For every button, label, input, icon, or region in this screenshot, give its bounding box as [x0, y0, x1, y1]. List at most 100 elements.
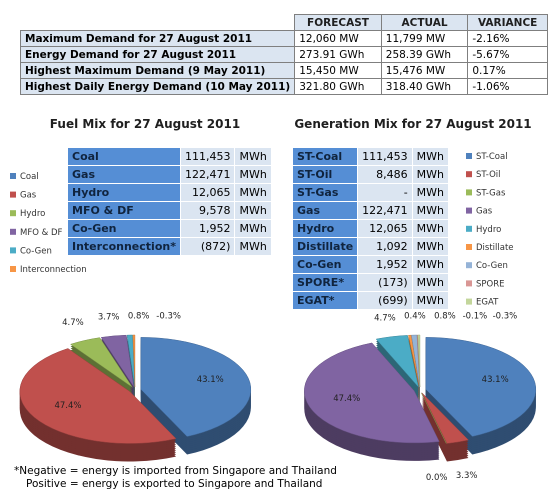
energy-value: 111,453 — [357, 147, 413, 166]
legend-swatch — [466, 244, 472, 250]
data-label: 3.7% — [98, 313, 120, 323]
slice — [19, 348, 177, 444]
legend-swatch — [10, 266, 16, 272]
table-cell: 273.91 GWh — [294, 46, 382, 63]
data-label: 43.1% — [482, 375, 509, 385]
unit: MWh — [234, 201, 272, 220]
table-cell: 258.39 GWh — [380, 46, 469, 63]
slice — [421, 392, 469, 444]
row-label: ST-Oil — [291, 165, 359, 184]
legend-swatch — [466, 225, 472, 232]
data-label: 0.8% — [128, 311, 150, 321]
unit: MWh — [411, 183, 450, 202]
table-row: Hydro 12,065 MWh — [291, 219, 450, 238]
legend-swatch — [10, 191, 16, 198]
slice — [100, 334, 135, 388]
energy-value: 12,065 — [179, 183, 236, 202]
row-label: Distillate — [291, 237, 359, 256]
table-cell: 12,060 MW — [294, 30, 382, 47]
row-label: Highest Daily Energy Demand (10 May 2011… — [19, 78, 296, 95]
legend-label: Hydro — [476, 225, 501, 235]
row-label: Co-Gen — [291, 255, 359, 274]
energy-value: 111,453 — [179, 147, 236, 166]
table-row: Highest Maximum Demand (9 May 2011) 15,45… — [19, 62, 548, 79]
slice — [304, 342, 440, 444]
legend-swatch — [10, 247, 16, 254]
unit: MWh — [411, 201, 450, 220]
table-row: Highest Daily Energy Demand (10 May 2011… — [19, 78, 548, 95]
slice — [417, 334, 421, 388]
table-row: Hydro 12,065 MWh — [67, 183, 272, 202]
legend-label: Interconnection — [20, 265, 87, 275]
energy-value: (872) — [179, 237, 236, 256]
row-label: Hydro — [67, 183, 181, 202]
row-label: Gas — [67, 165, 181, 184]
data-label: 47.4% — [54, 401, 81, 411]
table-cell: -1.06% — [467, 78, 548, 95]
legend-label: SPORE — [476, 279, 505, 289]
energy-value: 8,486 — [357, 165, 413, 184]
legend-label: Co-Gen — [476, 261, 508, 271]
column-header: VARIANCE — [467, 14, 548, 31]
table-cell: 321.80 GWh — [294, 78, 382, 95]
legend-swatch — [10, 210, 16, 217]
legend-swatch — [466, 298, 472, 305]
table-row: Maximum Demand for 27 August 2011 12,060 … — [19, 30, 548, 47]
row-label: SPORE* — [291, 273, 359, 292]
table-row: ST-Gas - MWh — [291, 183, 450, 202]
row-label: Co-Gen — [67, 219, 181, 238]
legend-label: Gas — [476, 207, 493, 217]
unit: MWh — [234, 183, 272, 202]
table-cell: 318.40 GWh — [380, 78, 469, 95]
unit: MWh — [411, 219, 450, 238]
slice — [132, 334, 136, 388]
unit: MWh — [411, 165, 450, 184]
data-label: 0.4% — [404, 312, 426, 322]
unit: MWh — [411, 255, 450, 274]
energy-value: (173) — [357, 273, 413, 292]
data-label: 43.1% — [197, 375, 224, 385]
unit: MWh — [234, 219, 272, 238]
table-row: Co-Gen 1,952 MWh — [67, 219, 272, 238]
data-label: -0.1% — [463, 311, 488, 321]
energy-value: 1,952 — [179, 219, 236, 238]
table-row: ST-Coal 111,453 MWh — [291, 147, 450, 166]
row-label: EGAT* — [291, 291, 359, 310]
data-label: -0.3% — [493, 311, 518, 321]
unit: MWh — [234, 147, 272, 166]
slice-side — [408, 337, 420, 390]
chart-title: Fuel Mix for 27 August 2011 — [50, 117, 240, 131]
table-cell: 15,450 MW — [294, 62, 382, 79]
data-label: 0.0% — [426, 473, 448, 483]
data-label: 3.3% — [456, 471, 478, 481]
row-label: Energy Demand for 27 August 2011 — [19, 46, 296, 63]
legend-label: Co-Gen — [20, 246, 52, 256]
table-row: ST-Oil 8,486 MWh — [291, 165, 450, 184]
table-row: Co-Gen 1,952 MWh — [291, 255, 450, 274]
table-row: Gas 122,471 MWh — [291, 201, 450, 220]
column-header: FORECAST — [294, 14, 382, 31]
row-label: Highest Maximum Demand (9 May 2011) — [19, 62, 296, 79]
legend-swatch — [466, 171, 472, 178]
table-row: MFO & DF 9,578 MWh — [67, 201, 272, 220]
footnote: Positive = energy is exported to Singapo… — [26, 478, 322, 490]
table-row: SPORE* (173) MWh — [291, 273, 450, 292]
energy-value: - — [357, 183, 413, 202]
table-row: Energy Demand for 27 August 2011 273.91 G… — [19, 46, 548, 63]
slice — [425, 337, 537, 437]
legend-label: EGAT — [476, 298, 499, 308]
row-label: Maximum Demand for 27 August 2011 — [19, 30, 296, 47]
row-label: ST-Coal — [291, 147, 359, 166]
energy-value: (699) — [357, 291, 413, 310]
row-label: Gas — [291, 201, 359, 220]
fuel-mix-table: Coal 111,453 MWh Gas 122,471 MWh Hydro 12,065 MW… — [67, 147, 272, 256]
table-cell: -2.16% — [467, 30, 548, 47]
unit: MWh — [411, 273, 450, 292]
data-label: 47.4% — [333, 394, 360, 404]
table-row: Distillate 1,092 MWh — [291, 237, 450, 256]
energy-value: 1,952 — [357, 255, 413, 274]
footnote: *Negative = energy is imported from Sing… — [14, 465, 337, 477]
legend-label: Gas — [20, 191, 37, 201]
